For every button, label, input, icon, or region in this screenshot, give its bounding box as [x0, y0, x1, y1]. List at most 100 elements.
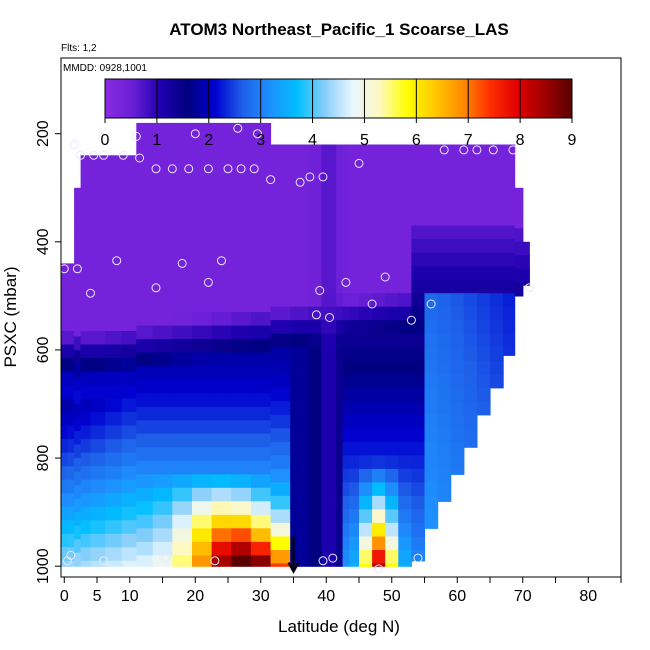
heatmap-cell — [152, 244, 173, 259]
heatmap-cell — [192, 149, 213, 164]
y-axis-label: PSXC (mbar) — [1, 266, 20, 367]
heatmap-cell — [74, 471, 82, 486]
heatmap-cell — [172, 231, 193, 246]
heatmap-cell — [503, 225, 516, 240]
observation-point — [184, 164, 194, 174]
observation-point — [161, 553, 171, 563]
heatmap-cell — [385, 550, 399, 565]
heatmap-cell — [67, 398, 75, 413]
heatmap-cell — [308, 225, 322, 240]
heatmap-cell — [490, 266, 504, 281]
heatmap-cell — [359, 333, 373, 348]
heatmap-cell — [329, 536, 337, 551]
x-tick-label: 20 — [186, 588, 204, 605]
heatmap-cell — [192, 176, 213, 191]
heatmap-cell — [463, 347, 478, 362]
heatmap-cell — [308, 306, 322, 321]
heatmap-cell — [90, 479, 106, 494]
heatmap-cell — [80, 533, 91, 548]
heatmap-cell — [211, 474, 232, 489]
heatmap-cell — [136, 176, 154, 191]
heatmap-cell — [411, 239, 426, 254]
heatmap-cell — [250, 231, 272, 246]
heatmap-cell — [308, 495, 322, 510]
heatmap-cell — [398, 455, 412, 470]
heatmap-cell — [192, 204, 213, 219]
observation-point — [86, 288, 95, 298]
heatmap-cell — [359, 374, 373, 389]
heatmap-cell — [372, 509, 386, 524]
heatmap-cell — [136, 163, 154, 178]
heatmap-cell — [329, 171, 337, 186]
heatmap-cell — [359, 428, 373, 443]
heatmap-cell — [321, 468, 331, 483]
heatmap-cell — [105, 398, 123, 413]
heatmap-cell — [90, 398, 106, 413]
heatmap-cell — [211, 460, 232, 475]
heatmap-cell — [231, 366, 252, 381]
observation-point — [118, 150, 128, 160]
heatmap-cell — [211, 176, 232, 191]
heatmap-cell — [250, 136, 272, 151]
heatmap-cell — [121, 533, 137, 548]
heatmap-cell — [80, 249, 91, 264]
heatmap-cell — [231, 460, 252, 475]
heatmap-cell — [372, 536, 386, 551]
heatmap-cell — [192, 285, 213, 300]
heatmap-cell — [250, 460, 272, 475]
heatmap-cell — [372, 198, 386, 213]
heatmap-cell — [385, 198, 399, 213]
heatmap-cell — [192, 555, 213, 567]
heatmap-cell — [250, 312, 272, 327]
heatmap-cell — [359, 279, 373, 294]
heatmap-cell — [308, 428, 322, 443]
heatmap-cell — [290, 414, 309, 429]
heatmap-cell — [105, 547, 123, 562]
heatmap-cell — [172, 149, 193, 164]
heatmap-cell — [398, 158, 412, 173]
heatmap-cell — [172, 379, 193, 394]
heatmap-cell — [359, 306, 373, 321]
heatmap-cell — [136, 366, 154, 381]
heatmap-cell — [342, 306, 350, 321]
heatmap-cell — [290, 495, 309, 510]
heatmap-cell — [424, 306, 439, 321]
heatmap-cell — [121, 506, 137, 521]
heatmap-cell — [450, 441, 465, 456]
observation-point — [508, 145, 518, 155]
heatmap-cell — [450, 374, 465, 389]
heatmap-cell — [90, 155, 106, 170]
heatmap-cell — [211, 501, 232, 516]
heatmap-cell — [514, 268, 524, 283]
heatmap-cell — [437, 387, 452, 402]
observation-point — [233, 123, 243, 133]
heatmap-cell — [503, 333, 516, 348]
heatmap-cell — [136, 122, 154, 137]
heatmap-cell — [398, 401, 412, 416]
heatmap-cell — [290, 320, 309, 335]
heatmap-cell — [172, 204, 193, 219]
heatmap-cell — [372, 320, 386, 335]
heatmap-cell — [385, 360, 399, 375]
heatmap-cell — [136, 474, 154, 489]
heatmap-cell — [152, 312, 173, 327]
heatmap-cell — [385, 495, 399, 510]
heatmap-cell — [336, 428, 344, 443]
heatmap-cell — [80, 439, 91, 454]
heatmap-cell — [437, 347, 452, 362]
heatmap-cell — [80, 331, 91, 346]
heatmap-cell — [308, 333, 322, 348]
heatmap-cell — [450, 360, 465, 375]
heatmap-cell — [424, 441, 439, 456]
heatmap-cell — [411, 455, 426, 470]
heatmap-cell — [80, 385, 91, 400]
heatmap-cell — [105, 371, 123, 386]
heatmap-cell — [503, 239, 516, 254]
heatmap-cell — [270, 293, 291, 308]
heatmap-cell — [67, 466, 75, 481]
heatmap-cell — [476, 252, 491, 267]
colorbar-frame — [104, 78, 573, 119]
heatmap-cell — [270, 306, 291, 321]
heatmap-cell — [321, 347, 331, 362]
heatmap-cell — [424, 347, 439, 362]
